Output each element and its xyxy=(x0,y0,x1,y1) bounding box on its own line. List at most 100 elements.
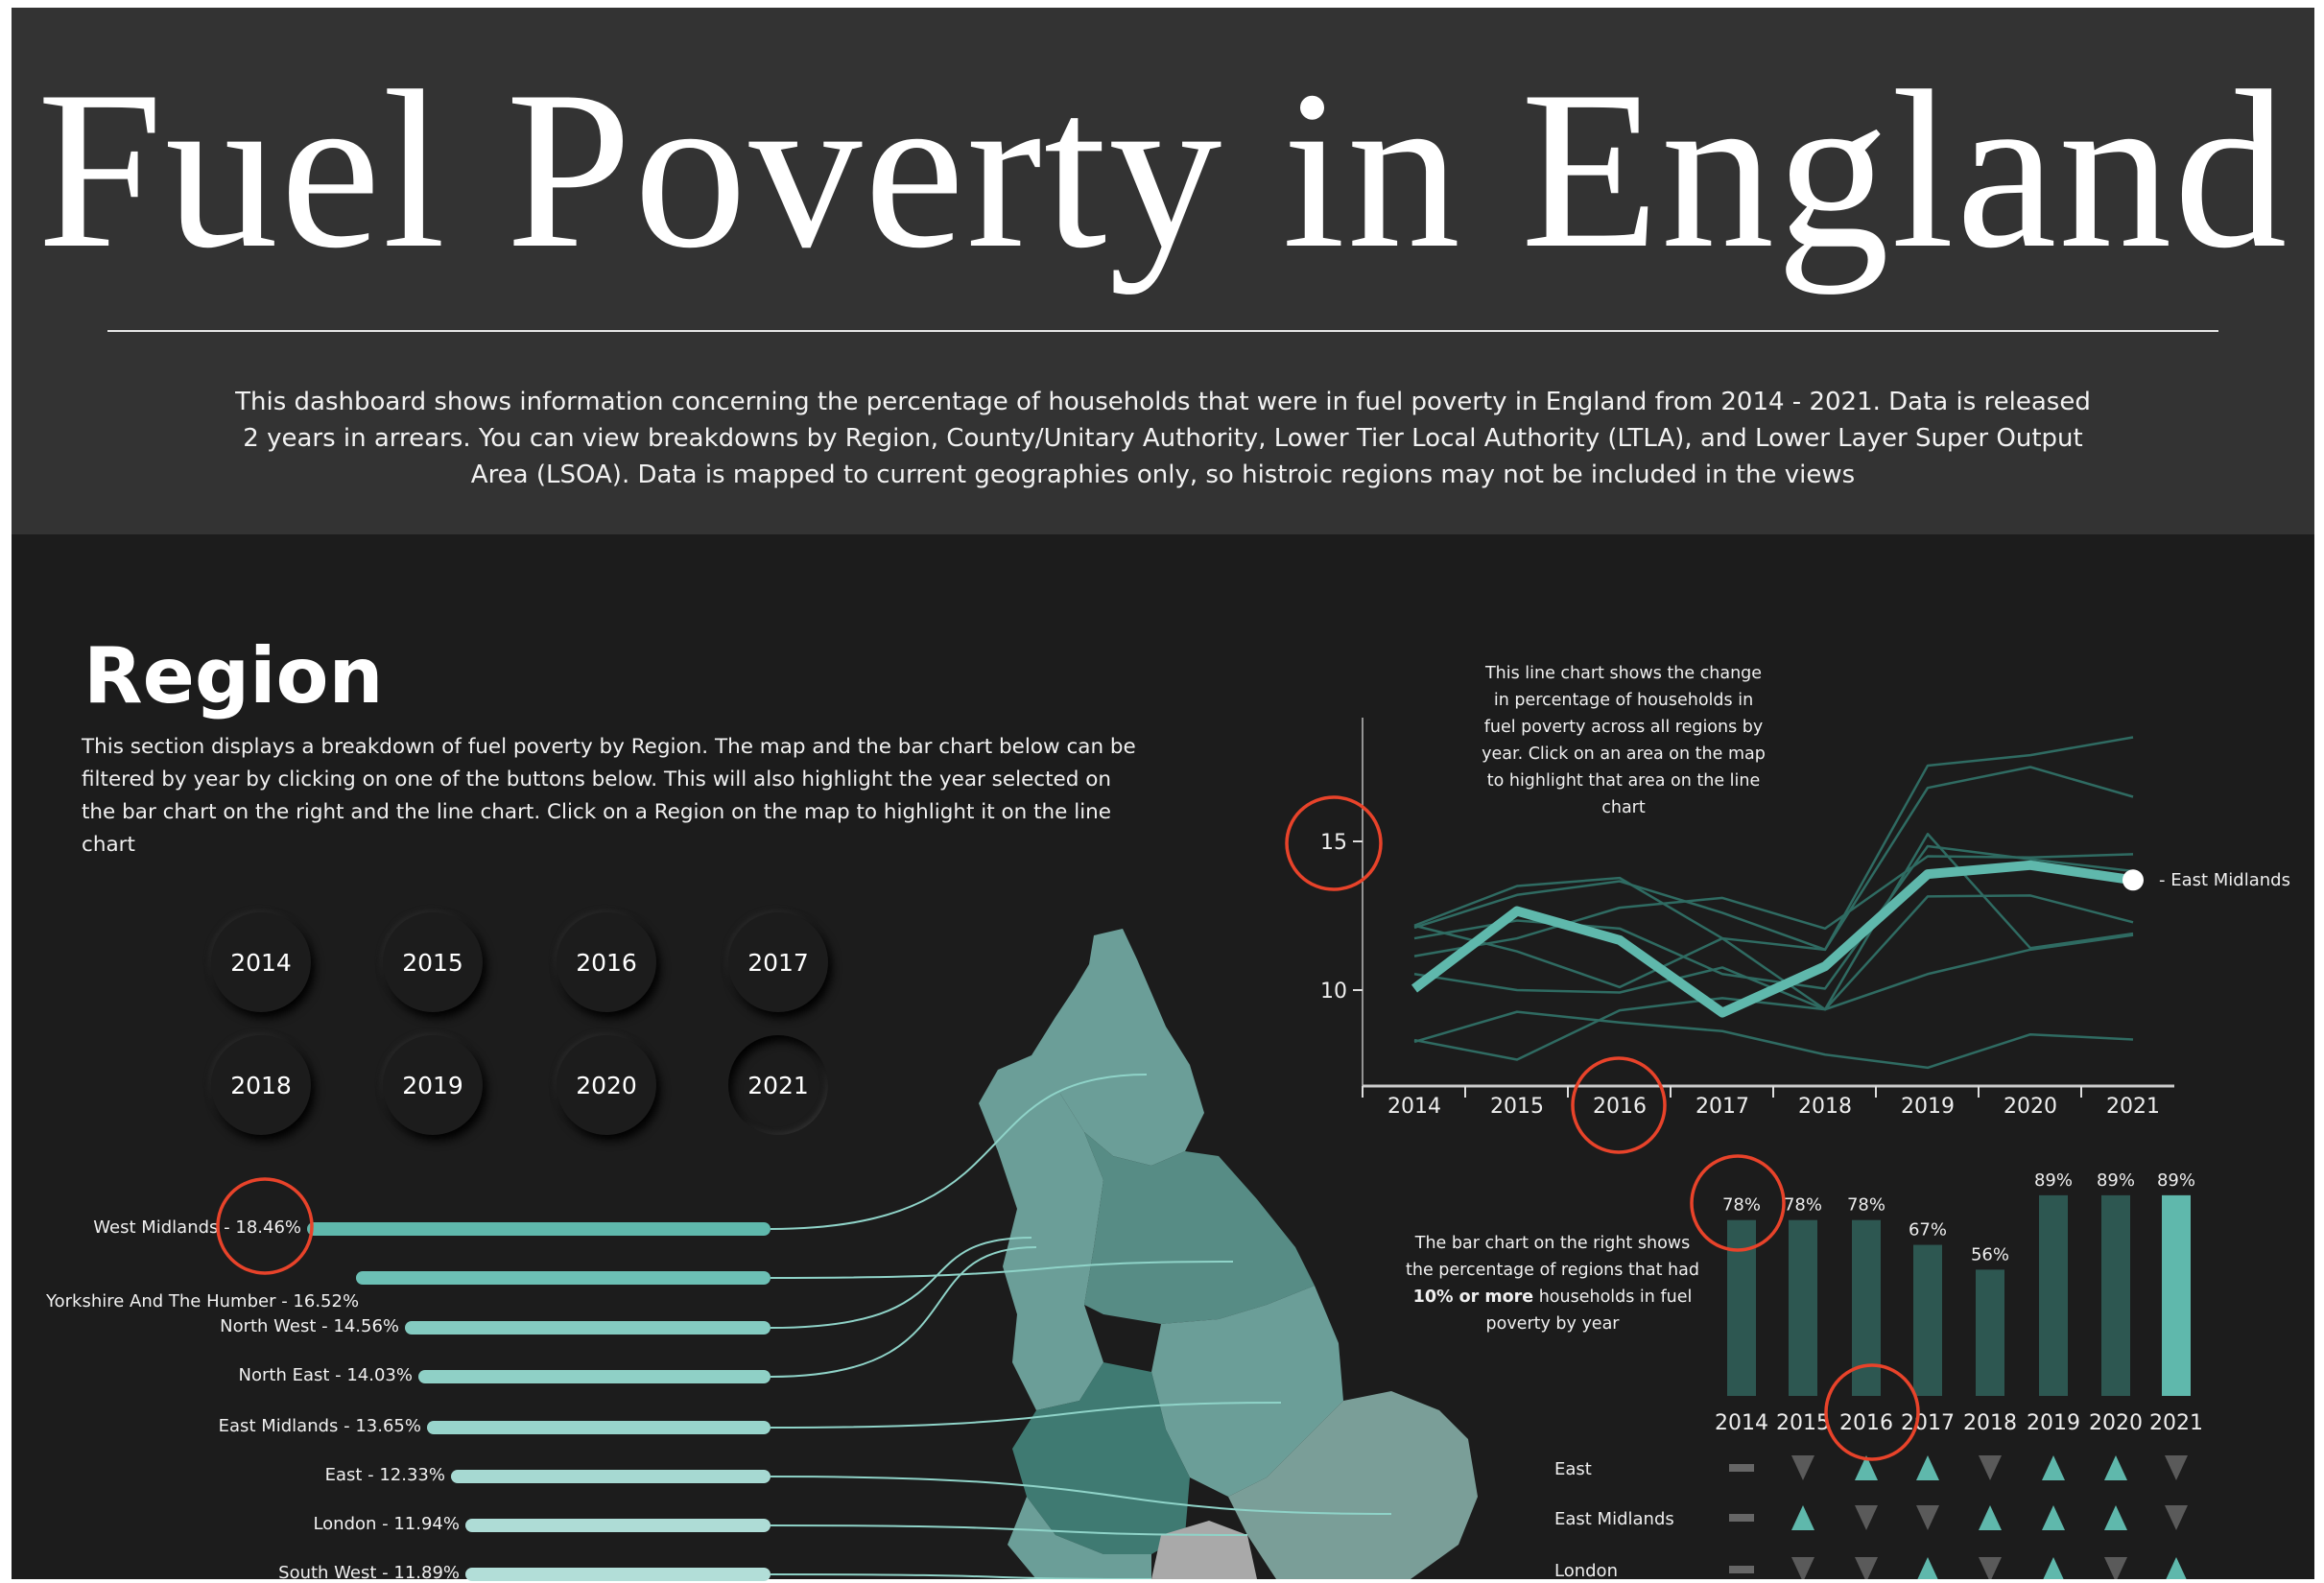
bar-year-label: 2021 xyxy=(2149,1411,2203,1435)
x-tick-label: 2015 xyxy=(1490,1095,1544,1119)
annotation-text: The bar chart on the right shows the per… xyxy=(1406,1234,1699,1280)
line-series-series-b[interactable] xyxy=(1413,766,2134,952)
connector-line xyxy=(770,1524,1248,1536)
year-button-2019[interactable]: 2019 xyxy=(383,1035,483,1135)
annotation-circle xyxy=(1285,795,1383,891)
year-bar[interactable] xyxy=(2162,1194,2191,1396)
line-series-series-c[interactable] xyxy=(1413,844,2134,990)
annotation-circle xyxy=(1571,1056,1667,1154)
region-bar[interactable] xyxy=(418,1370,771,1383)
year-button-2014[interactable]: 2014 xyxy=(211,912,311,1012)
year-button-2020[interactable]: 2020 xyxy=(557,1035,656,1135)
bar-value-label: 78% xyxy=(1722,1195,1761,1216)
year-bar[interactable] xyxy=(1789,1219,1817,1396)
change-row-label: London xyxy=(1554,1561,1618,1579)
region-bar-label: West Midlands - 18.46% xyxy=(93,1217,301,1238)
region-bar[interactable] xyxy=(356,1271,771,1285)
year-button-2016[interactable]: 2016 xyxy=(557,912,656,1012)
year-bar[interactable] xyxy=(2039,1194,2068,1396)
up-triangle-icon xyxy=(1917,1557,1938,1579)
bar-value-label: 89% xyxy=(2157,1170,2195,1191)
map-region-yorkshire[interactable] xyxy=(1084,1132,1315,1324)
region-bar[interactable] xyxy=(427,1421,771,1434)
up-triangle-icon xyxy=(2042,1455,2065,1480)
down-triangle-icon xyxy=(1916,1505,1939,1530)
map-regions xyxy=(979,929,1478,1579)
region-bar-label: North East - 14.03% xyxy=(238,1365,413,1385)
region-bar[interactable] xyxy=(307,1222,771,1236)
connector-line xyxy=(770,1261,1234,1279)
region-bar-label: East - 12.33% xyxy=(324,1465,445,1485)
line-series-series-g[interactable] xyxy=(1413,1010,2134,1070)
line-series-series-a[interactable] xyxy=(1413,736,2134,952)
bar-year-label: 2014 xyxy=(1715,1411,1768,1435)
map-region-north-west[interactable] xyxy=(979,1055,1103,1410)
region-bar-label: Yorkshire And The Humber - 16.52% xyxy=(46,1291,360,1311)
year-button-2021[interactable]: 2021 xyxy=(728,1035,828,1135)
line-series-series-h[interactable] xyxy=(1413,933,2134,1061)
highlight-series-label: - East Midlands xyxy=(2159,870,2290,890)
highlight-end-point[interactable] xyxy=(2122,869,2144,891)
down-triangle-icon xyxy=(2104,1557,2127,1579)
x-tick-label: 2020 xyxy=(2004,1095,2057,1119)
up-triangle-icon xyxy=(2104,1505,2127,1530)
up-triangle-icon xyxy=(2042,1505,2065,1530)
annotation-circle xyxy=(216,1177,314,1275)
bar-year-label: 2017 xyxy=(1901,1411,1955,1435)
region-bar[interactable] xyxy=(465,1519,771,1532)
bar-value-label: 78% xyxy=(1784,1195,1822,1216)
annotation-circle xyxy=(1824,1363,1920,1461)
x-tick-label: 2014 xyxy=(1387,1095,1441,1119)
x-tick-label: 2021 xyxy=(2106,1095,2160,1119)
bar-year-label: 2018 xyxy=(1963,1411,2017,1435)
map-region-north-east[interactable] xyxy=(1032,929,1204,1166)
region-bar[interactable] xyxy=(451,1470,771,1483)
region-bar[interactable] xyxy=(465,1568,771,1581)
y-tick-label: 10 xyxy=(1320,980,1347,1004)
up-triangle-icon xyxy=(1979,1505,2002,1530)
x-tick-label: 2017 xyxy=(1696,1095,1749,1119)
year-button-2018[interactable]: 2018 xyxy=(211,1035,311,1135)
down-triangle-icon xyxy=(1855,1505,1878,1530)
up-triangle-icon xyxy=(2043,1557,2064,1579)
up-triangle-icon xyxy=(1916,1455,1939,1480)
connector-line xyxy=(770,1402,1282,1429)
bar-value-label: 78% xyxy=(1847,1195,1885,1216)
no-change-icon xyxy=(1729,1464,1754,1472)
bar-year-label: 2020 xyxy=(2089,1411,2143,1435)
map-region-east[interactable] xyxy=(1228,1391,1478,1579)
line-series-series-f[interactable] xyxy=(1413,833,2134,1011)
change-row-label: East Midlands xyxy=(1554,1509,1674,1529)
region-bar[interactable] xyxy=(405,1321,771,1335)
x-tick-label: 2018 xyxy=(1798,1095,1852,1119)
map-connector-lines xyxy=(770,1074,1392,1579)
annotation-circle xyxy=(1690,1154,1786,1252)
region-bar-label: North West - 14.56% xyxy=(220,1316,399,1336)
connector-line xyxy=(770,1237,1032,1329)
no-change-icon xyxy=(1729,1566,1754,1573)
map-region-west-midlands[interactable] xyxy=(1012,1362,1190,1554)
year-bar[interactable] xyxy=(1913,1244,1942,1396)
down-triangle-icon xyxy=(1979,1455,2002,1480)
year-bar[interactable] xyxy=(1976,1269,2004,1396)
year-bar[interactable] xyxy=(2101,1194,2130,1396)
connector-line xyxy=(770,1476,1392,1515)
title-divider xyxy=(107,330,2218,332)
bar-year-label: 2015 xyxy=(1776,1411,1830,1435)
down-triangle-icon xyxy=(1791,1557,1814,1579)
down-triangle-icon xyxy=(1855,1557,1878,1579)
up-triangle-icon xyxy=(1791,1505,1814,1530)
map-region-south-west[interactable] xyxy=(1008,1497,1151,1579)
bar-chart-annotation: The bar chart on the right shows the per… xyxy=(1399,1230,1706,1337)
bar-value-label: 89% xyxy=(2097,1170,2135,1191)
no-change-icon xyxy=(1729,1514,1754,1522)
y-tick-label: 15 xyxy=(1320,831,1347,855)
annotation-text: households in fuel poverty by year xyxy=(1485,1288,1693,1334)
up-triangle-icon xyxy=(2104,1455,2127,1480)
year-button-2015[interactable]: 2015 xyxy=(383,912,483,1012)
year-button-2017[interactable]: 2017 xyxy=(728,912,828,1012)
map-region-east-midlands[interactable] xyxy=(1151,1286,1343,1497)
line-series-east-midlands[interactable] xyxy=(1411,860,2134,1018)
